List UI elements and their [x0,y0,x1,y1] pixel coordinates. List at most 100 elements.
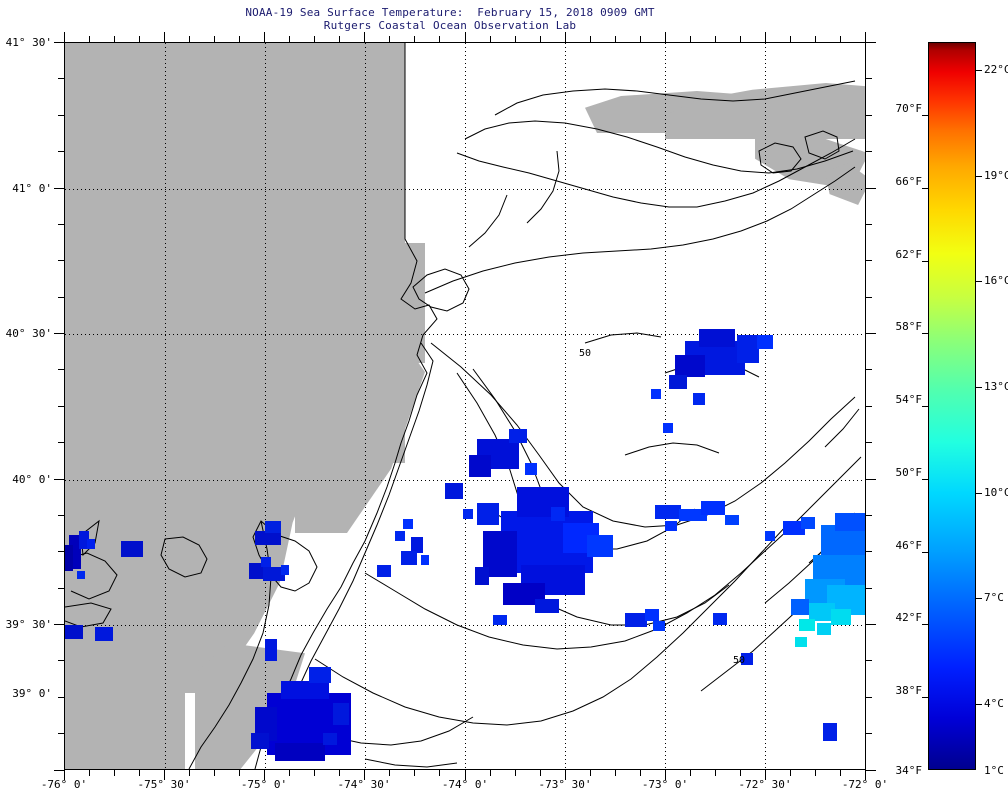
y-tick-right-minor [866,369,872,370]
sst-pixel [737,335,759,363]
x-tick-minor [239,770,240,776]
colorbar-label-19c: 19°C [984,169,1008,182]
y-tick-minor [58,733,64,734]
y-tick-minor [58,442,64,443]
y-tick-minor [58,660,64,661]
sst-pixel [77,571,85,579]
x-tick-top [565,32,566,42]
x-tick-minor [139,770,140,776]
map-plot-area[interactable]: 50 50 [64,42,866,770]
y-tick-minor [58,697,64,698]
x-tick-top [865,32,866,42]
sst-pixel [725,515,739,525]
x-tick-top [765,32,766,42]
x-tick-minor [715,770,716,776]
x-tick-top-minor [740,36,741,42]
gridline-vertical [565,43,566,769]
x-tick-major [264,770,265,780]
title-line-1: NOAA-19 Sea Surface Temperature: Februar… [245,6,655,19]
y-tick-right-minor [866,697,872,698]
x-tick-minor [540,770,541,776]
x-axis-label: -75° 30' [137,778,191,791]
x-tick-top-minor [590,36,591,42]
y-tick-minor [58,78,64,79]
temperature-colorbar[interactable] [922,42,982,770]
colorbar-label-16c: 16°C [984,274,1008,287]
y-tick-major [54,770,64,771]
x-tick-top-minor [314,36,315,42]
sst-pixel [645,609,659,621]
y-tick-minor [58,151,64,152]
x-tick-top-minor [815,36,816,42]
x-tick-minor [414,770,415,776]
x-tick-minor [515,770,516,776]
y-tick-major [54,333,64,334]
sst-pixel [679,509,707,521]
x-tick-top [164,32,165,42]
y-axis-label: 39° 30' [5,618,52,631]
x-tick-top-minor [214,36,215,42]
x-tick-top [264,32,265,42]
x-tick-top-minor [439,36,440,42]
y-tick-right-minor [866,660,872,661]
sst-pixel [265,639,277,661]
sst-pixel [281,565,289,575]
y-axis-label: 41° 30' [5,36,52,49]
x-tick-top-minor [490,36,491,42]
colorbar-tick-c [976,598,982,599]
x-tick-top-minor [615,36,616,42]
y-tick-right [866,188,876,189]
sst-pixel [309,667,331,683]
gridline-vertical [665,43,666,769]
x-tick-major [64,770,65,780]
colorbar-label-38f: 38°F [895,684,923,697]
sst-pixel [421,555,429,565]
sst-pixel [377,565,391,577]
sst-pixel [801,517,815,529]
colorbar-label-10c: 10°C [984,486,1008,499]
x-tick-minor [314,770,315,776]
colorbar-label-46f: 46°F [895,539,923,552]
sst-pixel [699,329,735,347]
x-tick-minor [89,770,90,776]
colorbar-label-34f: 34°F [895,764,923,777]
y-tick-right-minor [866,115,872,116]
y-axis-label: 40° 30' [5,327,52,340]
x-tick-minor [289,770,290,776]
colorbar-tick-c [976,704,982,705]
y-tick-minor [58,515,64,516]
sst-pixel [693,393,705,405]
colorbar-gradient[interactable] [928,42,976,770]
sst-pixel [535,599,559,613]
x-tick-top-minor [790,36,791,42]
title-line-2: Rutgers Coastal Ocean Observation Lab [323,19,577,32]
y-axis-label: 39° 0' [12,687,52,700]
gridline-vertical [465,43,466,769]
y-tick-right [866,624,876,625]
colorbar-tick-f [922,333,928,334]
colorbar-label-42f: 42°F [895,611,923,624]
x-axis-label: -73° 0' [641,778,689,791]
sst-pixel [249,563,267,579]
y-tick-right-minor [866,442,872,443]
gridline-vertical [265,43,266,769]
y-tick-major [54,479,64,480]
y-tick-right-minor [866,151,872,152]
x-tick-minor [640,770,641,776]
x-axis-label: -74° 30' [337,778,391,791]
colorbar-tick-f [922,406,928,407]
bathymetry-contour-label-50m-east: 50 [733,655,746,666]
y-tick-right [866,333,876,334]
x-tick-top [64,32,65,42]
x-tick-top-minor [540,36,541,42]
sst-pixel [401,551,417,565]
x-tick-top-minor [715,36,716,42]
y-tick-right-minor [866,260,872,261]
sst-pixel [669,375,687,389]
y-tick-right [866,479,876,480]
gridline-horizontal [65,189,865,190]
colorbar-label-70f: 70°F [895,102,923,115]
colorbar-tick-c [976,70,982,71]
sst-pixel [323,733,337,745]
colorbar-label-7c: 7°C [984,591,1004,604]
